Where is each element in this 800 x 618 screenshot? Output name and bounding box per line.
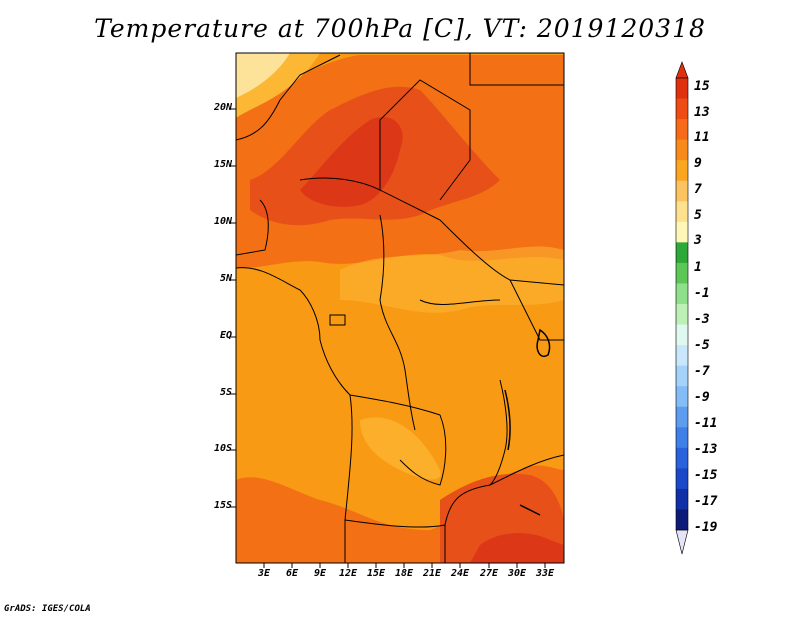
colorbar-frame [675, 77, 689, 531]
country-borders [236, 53, 564, 563]
lon-tick-label: 3E [257, 568, 271, 579]
lat-tick-label: 5S [219, 387, 232, 398]
colorbar-swatch [676, 509, 688, 531]
colorbar-swatch [676, 78, 688, 99]
colorbar-swatch [676, 180, 688, 202]
colorbar-swatch [676, 406, 688, 428]
colorbar-swatch [676, 242, 688, 264]
colorbar-swatch [676, 427, 688, 449]
temperature-field [236, 53, 564, 563]
colorbar-label: -9 [694, 390, 710, 405]
chart-title: Temperature at 700hPa [C], VT: 201912031… [94, 14, 706, 43]
colorbar-swatch [676, 386, 688, 408]
colorbar-label: -5 [694, 338, 710, 353]
lon-tick-label: 21E [422, 568, 442, 579]
lon-tick-label: 33E [535, 568, 555, 579]
colorbar-label: 11 [694, 130, 710, 145]
colorbar-label: 1 [694, 260, 702, 275]
colorbar-swatch [676, 488, 688, 510]
credit-text: GrADS: IGES/COLA [4, 604, 91, 614]
colorbar-swatch [676, 221, 688, 243]
lat-tick-label: 20N [213, 102, 232, 113]
colorbar-swatch [676, 447, 688, 469]
colorbar-swatch [676, 201, 688, 223]
lat-tick-label: 15N [213, 159, 232, 170]
lat-tick-label: 10N [213, 216, 232, 227]
colorbar-label: 3 [694, 233, 702, 248]
lon-tick-label: 15E [366, 568, 386, 579]
colorbar-swatch [676, 324, 688, 346]
colorbar-label: -17 [694, 494, 718, 509]
colorbar-top-arrow [675, 61, 689, 79]
colorbar-label: 7 [694, 182, 702, 197]
map-frame [235, 52, 565, 564]
colorbar-label: -19 [694, 520, 718, 535]
lat-tick-label: EQ [219, 330, 232, 341]
lon-tick-label: 30E [507, 568, 527, 579]
colorbar-swatch [676, 262, 688, 284]
lon-tick-label: 27E [479, 568, 499, 579]
colorbar-swatch [676, 98, 688, 120]
colorbar-label: -11 [694, 416, 718, 431]
colorbar-label: 5 [694, 208, 702, 223]
colorbar-label: 13 [694, 105, 710, 120]
colorbar-label: 9 [694, 156, 702, 171]
lon-tick-label: 12E [338, 568, 358, 579]
colorbar-label: -13 [694, 442, 718, 457]
lat-tick-label: 5N [219, 273, 232, 284]
colorbar-swatch [676, 160, 688, 182]
colorbar-label: -3 [694, 312, 710, 327]
colorbar-swatch [676, 304, 688, 325]
lat-tick-label: 10S [213, 443, 232, 454]
colorbar [675, 61, 689, 555]
colorbar-label: -1 [694, 286, 710, 301]
colorbar-swatch [676, 139, 688, 161]
colorbar-swatch [676, 365, 688, 387]
lon-tick-label: 9E [313, 568, 327, 579]
lon-tick-label: 18E [394, 568, 414, 579]
colorbar-label: -15 [694, 468, 718, 483]
colorbar-swatch [676, 468, 688, 490]
colorbar-bottom-arrow [675, 529, 689, 555]
lat-tick-label: 15S [213, 500, 232, 511]
colorbar-swatch [676, 283, 688, 305]
lon-tick-label: 24E [450, 568, 470, 579]
colorbar-swatch [676, 345, 688, 367]
colorbar-label: 15 [694, 79, 710, 94]
lakes [504, 328, 551, 516]
colorbar-label: -7 [694, 364, 710, 379]
lon-tick-label: 6E [285, 568, 299, 579]
colorbar-swatch [676, 119, 688, 141]
